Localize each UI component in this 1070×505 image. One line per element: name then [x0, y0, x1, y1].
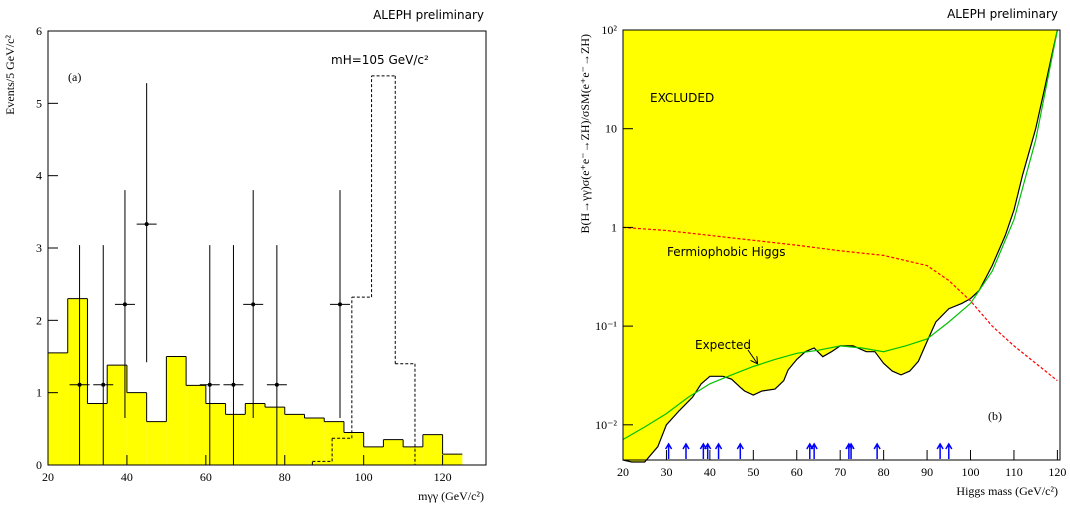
data-point [101, 382, 106, 387]
candidate-arrow [873, 442, 881, 459]
x-tick-label: 40 [704, 465, 716, 479]
bar [245, 403, 266, 465]
chart-title: ALEPH preliminary [947, 7, 1058, 21]
bar [205, 403, 226, 465]
bar [225, 414, 246, 465]
x-tick-label: 40 [121, 470, 133, 484]
bar [48, 352, 68, 465]
candidate-arrow [945, 442, 953, 459]
x-tick-label: 30 [660, 465, 672, 479]
data-point [251, 302, 256, 307]
candidate-arrow [936, 442, 944, 459]
y-axis-label: Events/5 GeV/c² [3, 35, 17, 115]
data-point [274, 382, 279, 387]
bar [363, 446, 384, 465]
y-tick-label: 0 [36, 458, 42, 472]
candidate-arrow [682, 442, 690, 459]
x-tick-label: 80 [279, 470, 291, 484]
bar [284, 414, 305, 465]
chart-title: ALEPH preliminary [373, 8, 484, 22]
x-tick-label: 60 [200, 470, 212, 484]
data-point [144, 222, 149, 227]
candidate-arrow [810, 442, 818, 459]
bar [186, 385, 206, 465]
bar [265, 407, 285, 465]
y-tick-label: 5 [36, 96, 42, 110]
data-point [338, 302, 342, 307]
x-tick-label: 20 [42, 470, 54, 484]
x-tick-label: 70 [834, 465, 846, 479]
annotation-arrow [747, 349, 757, 363]
data-point [122, 302, 127, 307]
series-line [622, 29, 1058, 463]
bar [87, 403, 108, 465]
bar [67, 298, 88, 465]
excluded-area [623, 30, 1060, 462]
bar [403, 446, 423, 465]
y-tick-label: 10⁻² [595, 418, 617, 432]
y-tick-label: 3 [36, 241, 42, 255]
x-tick-label: 100 [355, 470, 373, 484]
bar [304, 417, 325, 465]
panel-label: (a) [68, 70, 81, 84]
bar [383, 439, 404, 465]
series-annotation: Fermiophobic Higgs [667, 245, 786, 259]
candidate-arrow [714, 442, 723, 459]
series-annotation: Expected [695, 338, 751, 352]
data-point [77, 382, 82, 387]
annotation: EXCLUDED [650, 91, 714, 105]
bar [343, 432, 364, 465]
x-axis-label: Higgs mass (GeV/c²) [956, 484, 1058, 498]
x-tick-label: 20 [617, 465, 629, 479]
y-tick-label: 1 [36, 386, 42, 400]
y-tick-label: 10² [601, 23, 617, 37]
bar [107, 365, 127, 465]
x-tick-label: 60 [791, 465, 803, 479]
candidate-arrow [664, 442, 673, 459]
bar [422, 434, 443, 465]
y-tick-label: 10⁻¹ [595, 319, 617, 333]
candidate-arrow [704, 442, 712, 459]
x-tick-label: 110 [1005, 465, 1023, 479]
bar [442, 454, 463, 465]
data-point [207, 382, 212, 387]
bar [126, 392, 147, 465]
y-axis-label: B(H→γγ)σ(e⁺e⁻→ZH)/σSM(e⁺e⁻→ZH) [578, 34, 592, 234]
x-tick-label: 100 [962, 465, 980, 479]
y-tick-label: 10 [605, 122, 617, 136]
series-line [622, 226, 1058, 382]
y-tick-label: 1 [611, 220, 617, 234]
candidate-arrow [847, 442, 855, 459]
series-line [622, 29, 1058, 441]
bar [166, 356, 187, 465]
x-tick-label: 120 [1048, 465, 1066, 479]
panel-label: (b) [988, 409, 1002, 423]
plot-frame [622, 29, 1061, 461]
candidate-arrow [736, 442, 744, 459]
bar [324, 421, 344, 465]
x-tick-label: 50 [747, 465, 759, 479]
y-tick-label: 2 [36, 313, 42, 327]
bar [146, 421, 167, 465]
data-point [231, 382, 236, 387]
y-tick-label: 4 [36, 169, 42, 183]
x-tick-label: 80 [878, 465, 890, 479]
x-tick-label: 120 [434, 470, 452, 484]
x-axis-label: mγγ (GeV/c²) [418, 489, 484, 503]
annotation: mH=105 GeV/c² [331, 53, 429, 67]
x-tick-label: 90 [921, 465, 933, 479]
y-tick-label: 6 [36, 24, 42, 38]
